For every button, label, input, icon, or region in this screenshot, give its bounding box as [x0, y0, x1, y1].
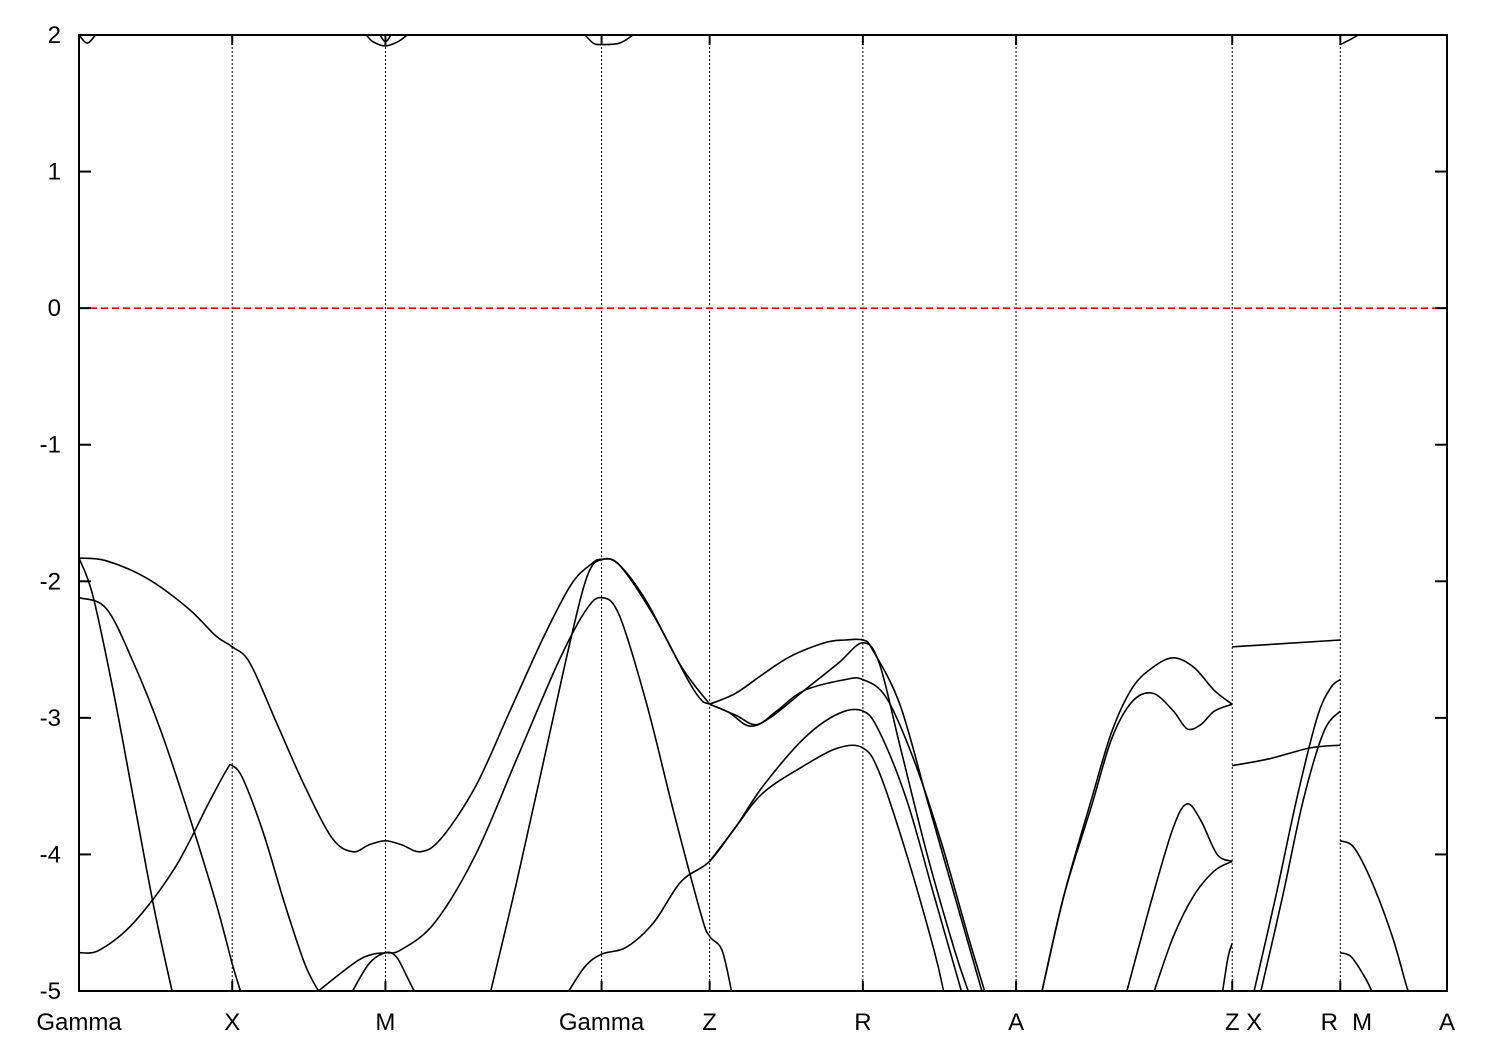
band-line: [584, 35, 634, 46]
x-tick-label: A: [1439, 1009, 1455, 1036]
band-line: [489, 557, 711, 991]
y-tick-label: -5: [40, 978, 61, 1005]
x-tick-label: Z: [702, 1009, 717, 1036]
band-line: [1126, 803, 1233, 991]
band-line: [365, 35, 408, 47]
band-line: [709, 708, 963, 991]
x-tick-label: A: [1008, 1009, 1024, 1036]
high-symmetry-lines: [231, 35, 1341, 991]
band-line: [79, 35, 97, 44]
y-tick-label: 0: [48, 295, 61, 322]
band-line: [1253, 678, 1341, 991]
plot-border: [78, 34, 1448, 992]
band-line: [79, 596, 242, 991]
band-line: [1153, 860, 1233, 991]
plot-frame: [78, 34, 1448, 992]
x-tick-label: Gamma: [559, 1009, 645, 1036]
band-line: [568, 744, 945, 991]
x-tick-label: M: [375, 1009, 395, 1036]
x-tick-label: X: [1246, 1009, 1262, 1036]
band-line: [1041, 692, 1233, 991]
x-tick-label: R: [854, 1009, 871, 1036]
band-line: [79, 763, 320, 991]
x-tick-label: R: [1321, 1009, 1338, 1036]
x-tick-label: Gamma: [36, 1009, 122, 1036]
y-tick-label: 1: [48, 159, 61, 186]
x-axis: Gamma X M Gamma Z R A Z X R M A: [36, 35, 1455, 1036]
bands-layer: [79, 35, 1410, 991]
y-tick-label: -2: [40, 568, 61, 595]
band-line: [1339, 35, 1359, 46]
band-line: [1232, 639, 1341, 648]
y-tick-label: -3: [40, 705, 61, 732]
band-line: [1339, 840, 1410, 991]
band-line: [709, 638, 983, 991]
band-line: [709, 677, 986, 991]
band-line: [317, 596, 733, 991]
x-tick-label: X: [224, 1009, 240, 1036]
y-tick-label: 2: [48, 22, 61, 49]
band-line: [351, 951, 415, 991]
y-tick-label: -1: [40, 432, 61, 459]
x-tick-label: Z: [1225, 1009, 1240, 1036]
y-tick-label: -4: [40, 841, 61, 868]
band-line: [79, 557, 969, 991]
band-line: [1340, 951, 1373, 991]
band-line: [79, 557, 173, 991]
band-line: [1221, 942, 1233, 991]
y-axis: 2 1 0 -1 -2 -3 -4 -5: [40, 22, 1447, 1005]
band-line: [1260, 710, 1341, 991]
x-tick-label: M: [1352, 1009, 1372, 1036]
band-line: [1232, 744, 1341, 767]
